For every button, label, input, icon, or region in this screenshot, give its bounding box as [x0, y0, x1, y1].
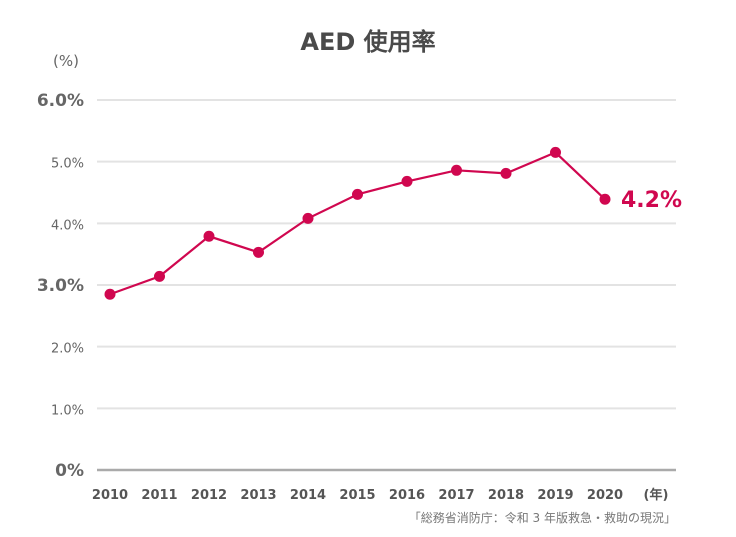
data-point-2017 — [451, 164, 462, 176]
data-point-2020 — [599, 193, 611, 205]
source-note: 「総務省消防庁：令和 3 年版救急・救助の現況」 — [409, 510, 676, 525]
data-point-2014 — [302, 212, 314, 224]
x-tick-label: 2013 — [240, 488, 276, 503]
x-tick-label: 2014 — [290, 488, 326, 503]
x-tick-label: 2015 — [339, 488, 375, 503]
data-point-2013 — [253, 246, 264, 258]
y-tick-label: 3.0% — [37, 276, 84, 296]
x-tick-label: 2012 — [191, 488, 227, 503]
y-tick-label: 0% — [55, 461, 84, 481]
y-tick-label: 4.0% — [51, 218, 84, 233]
x-tick-label: 2017 — [438, 488, 474, 503]
x-tick-label: 2020 — [587, 488, 623, 503]
y-tick-label: 2.0% — [51, 342, 84, 357]
y-tick-label: 6.0% — [37, 91, 84, 111]
x-axis-unit: (年) — [644, 487, 669, 503]
y-tick-label: 1.0% — [51, 403, 84, 418]
x-tick-label: 2016 — [389, 488, 425, 503]
data-point-2010 — [104, 288, 116, 300]
data-point-2019 — [550, 146, 561, 158]
x-tick-label: 2019 — [537, 488, 573, 503]
data-point-2018 — [500, 167, 512, 179]
data-point-2011 — [154, 270, 165, 282]
x-tick-label: 2011 — [141, 488, 177, 503]
chart-title: AED 使用率 — [300, 28, 435, 56]
x-tick-label: 2010 — [92, 488, 128, 503]
data-point-2016 — [401, 175, 413, 187]
y-axis-unit: (%) — [53, 52, 79, 70]
data-point-2015 — [352, 188, 363, 200]
x-tick-label: 2018 — [488, 488, 524, 503]
y-tick-label: 5.0% — [51, 157, 84, 172]
data-point-2012 — [203, 230, 215, 242]
last-value-label: 4.2% — [621, 188, 682, 213]
